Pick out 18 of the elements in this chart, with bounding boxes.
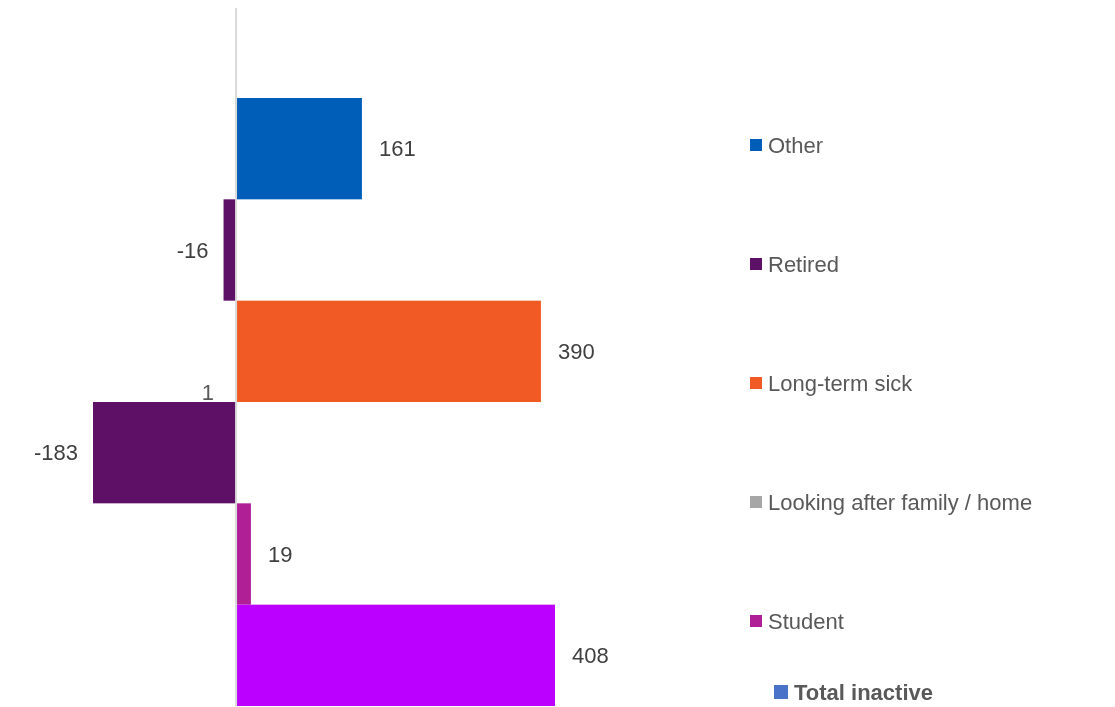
data-label: 390: [557, 339, 595, 365]
legend-label: Long-term sick: [768, 370, 914, 396]
bar: [236, 604, 555, 706]
legend-label: Retired: [768, 251, 839, 277]
data-label: -16: [176, 237, 209, 263]
data-label: 408: [572, 643, 609, 669]
legend-label: Other: [768, 132, 824, 158]
bar: [236, 503, 251, 605]
text: Looking after family / home: [768, 489, 1033, 515]
bar: [93, 402, 237, 504]
text: Total inactive: [794, 679, 933, 705]
legend-label: Student: [768, 608, 844, 634]
data-label: 161: [378, 136, 416, 162]
data-label: 19: [267, 541, 293, 567]
bar: [236, 98, 362, 200]
bar: [236, 300, 541, 402]
data-label: -183: [33, 440, 78, 466]
annotation: 1: [201, 380, 215, 405]
